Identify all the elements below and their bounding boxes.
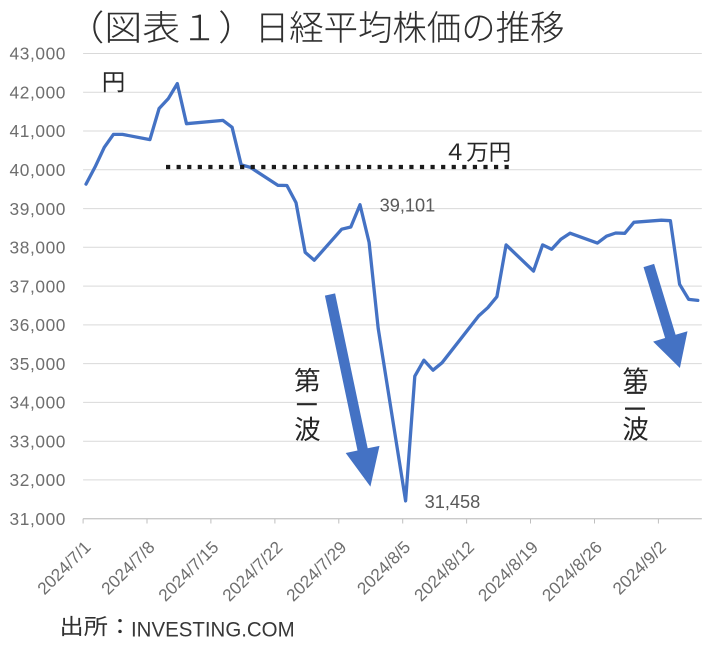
svg-text:43,000: 43,000 bbox=[10, 44, 66, 64]
svg-text:39,101: 39,101 bbox=[380, 195, 436, 215]
svg-text:37,000: 37,000 bbox=[10, 276, 66, 296]
svg-text:38,000: 38,000 bbox=[10, 238, 66, 258]
svg-text:INVESTING.COM: INVESTING.COM bbox=[131, 618, 295, 641]
svg-text:40,000: 40,000 bbox=[10, 160, 66, 180]
svg-text:36,000: 36,000 bbox=[10, 315, 66, 335]
svg-text:32,000: 32,000 bbox=[10, 470, 66, 490]
svg-text:42,000: 42,000 bbox=[10, 83, 66, 103]
svg-text:35,000: 35,000 bbox=[10, 354, 66, 374]
svg-text:33,000: 33,000 bbox=[10, 431, 66, 451]
svg-text:34,000: 34,000 bbox=[10, 393, 66, 413]
svg-text:31,000: 31,000 bbox=[10, 509, 66, 529]
svg-text:41,000: 41,000 bbox=[10, 121, 66, 141]
svg-text:39,000: 39,000 bbox=[10, 199, 66, 219]
svg-text:31,458: 31,458 bbox=[425, 492, 481, 512]
